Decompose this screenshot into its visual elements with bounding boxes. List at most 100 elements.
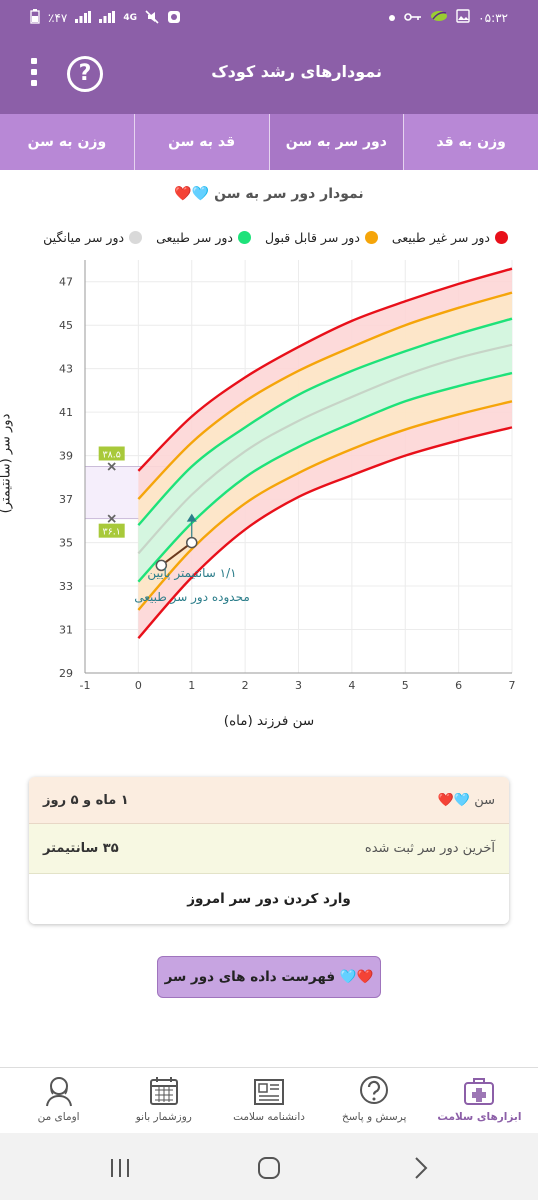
data-list-button[interactable]: فهرست داده های دور سر 🩵❤️ bbox=[157, 956, 381, 998]
y-tick-label: 41 bbox=[59, 406, 73, 419]
legend-item-normal[interactable]: دور سر طبیعی bbox=[156, 230, 251, 245]
status-bar: ٪۴۷ 4G ۰۵:۳۲ bbox=[0, 0, 538, 36]
band-normal bbox=[138, 318, 512, 582]
legend-label-mean: دور سر میانگین bbox=[43, 230, 125, 245]
heart-emoji-icon: 🩵❤️ bbox=[339, 969, 374, 985]
range-high-marker bbox=[107, 462, 116, 471]
y-tick-label: 39 bbox=[59, 450, 73, 463]
series-line-lower-abnormal bbox=[137, 426, 513, 640]
y-tick-label: 43 bbox=[59, 363, 73, 376]
x-tick-label: 2 bbox=[242, 679, 249, 692]
legend-dot-mean bbox=[129, 231, 143, 244]
range-low-badge bbox=[98, 523, 125, 538]
tab-weight-for-age[interactable]: وزن به سن bbox=[27, 134, 107, 150]
overflow-menu-icon[interactable] bbox=[26, 58, 42, 92]
nav-health-tools[interactable]: ابزارهای سلامت bbox=[427, 1068, 532, 1133]
measurement-point-2 bbox=[186, 536, 198, 549]
nav-label: روزشمار بانو bbox=[135, 1111, 192, 1123]
legend-label-abnormal: دور سر غیر طبیعی bbox=[391, 230, 490, 245]
age-value: ۱ ماه و ۵ روز bbox=[43, 792, 129, 808]
y-tick-label: 47 bbox=[59, 276, 73, 289]
head-circumference-chart[interactable]: -1 0 1 2 3 4 5 6 729313335373941434547۳۸.۵۳۶.۱۱/… bbox=[0, 255, 538, 710]
y-tick-label: 29 bbox=[59, 667, 73, 680]
bottom-nav: ابزارهای سلامت پرسش و پاسخ دانشنامه سلام… bbox=[0, 1067, 538, 1133]
status-left: ٪۴۷ 4G bbox=[30, 9, 181, 27]
app-header: ? نمودارهای رشد کودک bbox=[0, 36, 538, 114]
y-axis-label: دور سر (سانتیمتر) bbox=[0, 413, 14, 514]
legend-label-normal: دور سر طبیعی bbox=[156, 230, 233, 245]
series-line-lower-acceptable bbox=[137, 400, 513, 611]
signal-icon bbox=[75, 10, 92, 26]
y-tick-label: 33 bbox=[59, 580, 73, 593]
legend-item-abnormal[interactable]: دور سر غیر طبیعی bbox=[392, 230, 508, 245]
nav-encyclopedia[interactable]: دانشنامه سلامت bbox=[216, 1068, 321, 1133]
enter-today-button[interactable]: وارد کردن دور سر امروز bbox=[29, 874, 509, 924]
battery-icon bbox=[30, 9, 40, 27]
status-right: ۰۵:۳۲ bbox=[388, 9, 508, 26]
nav-label: ابزارهای سلامت bbox=[437, 1111, 522, 1123]
legend-dot-acceptable bbox=[364, 231, 378, 244]
measurement-line bbox=[160, 541, 193, 567]
nav-questions[interactable]: پرسش و پاسخ bbox=[322, 1068, 427, 1133]
back-icon[interactable] bbox=[405, 1153, 435, 1183]
tab-height-for-age[interactable]: قد به سن bbox=[133, 114, 269, 170]
age-label-wrap: سن 🩵❤️ bbox=[438, 793, 495, 808]
recent-apps-icon[interactable] bbox=[105, 1153, 135, 1183]
x-axis-label: سن فرزند (ماه) bbox=[223, 713, 315, 729]
nav-label: پرسش و پاسخ bbox=[342, 1111, 407, 1123]
tab-head-for-age[interactable]: دور سر به سن bbox=[268, 114, 404, 170]
page-title: نمودارهای رشد کودک bbox=[211, 62, 382, 81]
age-row: سن 🩵❤️ ۱ ماه و ۵ روز bbox=[29, 777, 509, 824]
chart-title-text: نمودار دور سر به سن bbox=[214, 186, 364, 202]
x-tick-label: 0 bbox=[135, 679, 142, 692]
nav-label: دانشنامه سلامت bbox=[233, 1111, 305, 1123]
annotation-line-1: ۱/۱ سانتیمتر پایین bbox=[147, 566, 236, 581]
app-notification-icon bbox=[167, 10, 181, 27]
x-tick-label: 1 bbox=[188, 679, 195, 692]
y-tick-label: 31 bbox=[59, 624, 73, 637]
profile-woman-icon bbox=[45, 1077, 72, 1107]
home-icon[interactable] bbox=[254, 1153, 284, 1183]
range-high-badge bbox=[98, 446, 125, 461]
leaf-app-icon bbox=[430, 9, 448, 26]
question-bubble-icon bbox=[360, 1076, 389, 1104]
x-tick-label: 5 bbox=[402, 679, 409, 692]
chart-title: نمودار دور سر به سن 🩵❤️ bbox=[0, 186, 538, 202]
help-button[interactable]: ? bbox=[67, 56, 103, 92]
measurement-point-1 bbox=[155, 559, 168, 572]
heart-emoji-icon: 🩵❤️ bbox=[174, 186, 210, 202]
legend-item-mean[interactable]: دور سر میانگین bbox=[43, 230, 143, 245]
mute-icon bbox=[145, 9, 159, 27]
nav-profile[interactable]: اومای من bbox=[6, 1068, 111, 1133]
dot-icon bbox=[388, 11, 396, 25]
x-tick-label: 4 bbox=[348, 679, 355, 692]
clock-time: ۰۵:۳۲ bbox=[478, 10, 508, 25]
y-tick-label: 45 bbox=[59, 319, 73, 332]
legend-label-acceptable: دور سر قابل قبول bbox=[264, 230, 360, 245]
calendar-icon bbox=[149, 1077, 178, 1105]
last-measure-row: آخرین دور سر ثبت شده ۳۵ سانتیمتر bbox=[29, 824, 509, 874]
x-tick-label: 6 bbox=[455, 679, 462, 692]
legend-item-acceptable[interactable]: دور سر قابل قبول bbox=[265, 230, 378, 245]
y-tick-label: 37 bbox=[59, 493, 73, 506]
last-measure-value: ۳۵ سانتیمتر bbox=[43, 841, 119, 856]
legend-dot-abnormal bbox=[495, 231, 508, 244]
legend-dot-normal bbox=[237, 231, 251, 244]
last-measure-label: آخرین دور سر ثبت شده bbox=[364, 841, 495, 856]
signal-icon-2 bbox=[99, 10, 116, 26]
network-type: 4G bbox=[123, 13, 137, 23]
encyclopedia-icon bbox=[254, 1079, 284, 1105]
x-tick-label: 3 bbox=[295, 679, 302, 692]
info-card: سن 🩵❤️ ۱ ماه و ۵ روز آخرین دور سر ثبت شد… bbox=[29, 777, 509, 924]
series-line-upper-abnormal bbox=[137, 267, 513, 472]
nav-label: اومای من bbox=[37, 1111, 80, 1123]
series-line-upper-normal bbox=[137, 317, 513, 526]
range-low-marker bbox=[107, 514, 116, 523]
image-icon bbox=[456, 9, 470, 26]
deviation-arrow bbox=[186, 513, 197, 522]
series-line-upper-acceptable bbox=[137, 291, 513, 500]
chart-legend: دور سر غیر طبیعی دور سر قابل قبول دور سر… bbox=[43, 230, 508, 245]
nav-calendar[interactable]: روزشمار بانو bbox=[111, 1068, 216, 1133]
data-list-button-label: فهرست داده های دور سر bbox=[164, 969, 336, 985]
tab-weight-for-height[interactable]: وزن به قد bbox=[403, 114, 538, 170]
